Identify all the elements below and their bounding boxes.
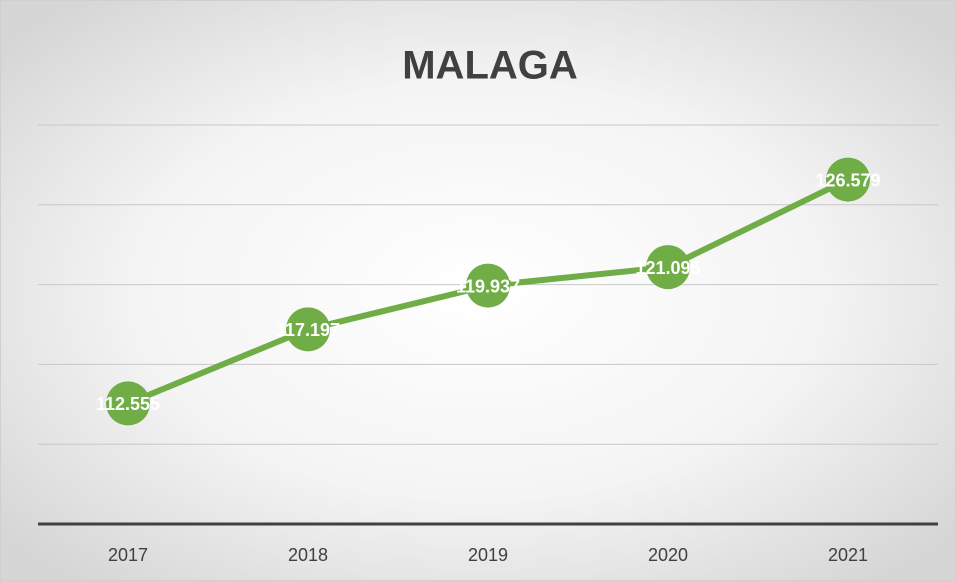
data-label: 112.555: [96, 394, 160, 414]
x-tick-label: 2018: [288, 545, 328, 565]
marker: [646, 245, 690, 290]
x-tick-label: 2021: [828, 545, 868, 565]
data-label: 121.095: [635, 258, 700, 278]
marker: [826, 157, 870, 202]
data-label: 117.197: [276, 320, 340, 340]
data-label: 119.937: [456, 276, 520, 296]
x-tick-label: 2019: [468, 545, 508, 565]
x-tick-label: 2017: [108, 545, 148, 565]
x-tick-label: 2020: [648, 545, 688, 565]
marker: [106, 381, 150, 426]
marker: [286, 307, 330, 352]
chart-title: MALAGA: [402, 44, 578, 88]
marker: [466, 263, 510, 308]
data-label: 126.579: [815, 170, 880, 190]
